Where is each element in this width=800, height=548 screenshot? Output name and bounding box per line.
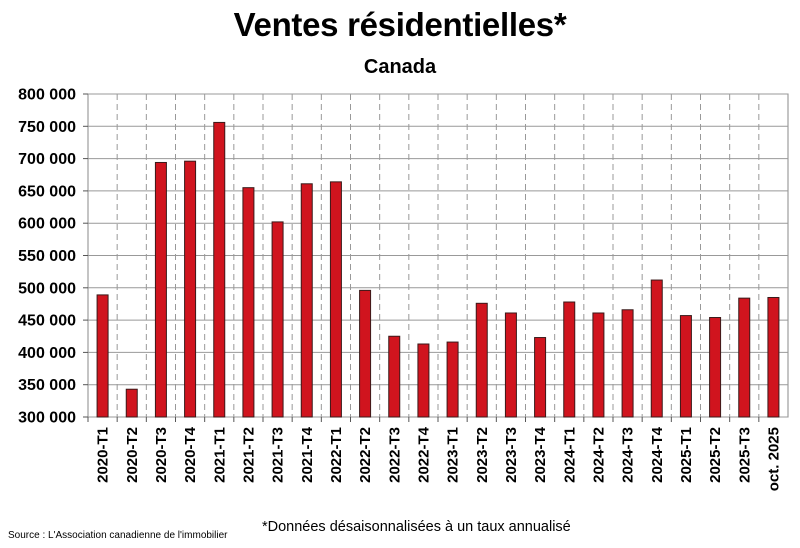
bar: [650, 279, 663, 418]
bar: [621, 309, 634, 418]
x-tick-label: 2025-T1: [678, 427, 695, 483]
y-tick-label: 800 000: [18, 87, 76, 104]
bar: [125, 388, 138, 418]
bar: [417, 343, 430, 418]
bar: [242, 187, 255, 418]
x-tick-label: 2024-T2: [590, 427, 607, 483]
bar: [388, 335, 401, 418]
bar: [184, 160, 197, 418]
bar: [709, 317, 722, 418]
x-tick-label: 2022-T2: [357, 427, 374, 483]
bar: [329, 181, 342, 418]
bar: [534, 337, 547, 418]
y-tick-label: 450 000: [18, 313, 76, 330]
x-tick-label: 2023-T3: [503, 427, 520, 483]
x-tick-label: 2025-T3: [736, 427, 753, 483]
bar: [592, 312, 605, 418]
bar: [767, 296, 780, 418]
bar: [446, 341, 459, 418]
x-tick-label: 2024-T4: [649, 426, 666, 483]
x-tick-label: 2021-T1: [211, 427, 228, 483]
x-tick-label: 2022-T3: [386, 427, 403, 483]
chart-subtitle: Canada: [363, 56, 437, 78]
x-tick-label: 2024-T3: [620, 427, 637, 483]
bar: [679, 315, 692, 418]
x-tick-label: 2021-T4: [299, 426, 316, 483]
y-tick-label: 550 000: [18, 248, 76, 265]
bar: [300, 183, 313, 418]
bar: [271, 221, 284, 418]
x-tick-label: 2020-T1: [95, 427, 112, 483]
x-tick-label: 2020-T4: [182, 426, 199, 483]
y-tick-label: 350 000: [18, 377, 76, 394]
bar: [563, 301, 576, 418]
x-tick-label: 2025-T2: [707, 427, 724, 483]
bar: [213, 121, 226, 418]
x-tick-label: 2023-T2: [474, 427, 491, 483]
x-tick-label: oct. 2025: [765, 427, 782, 491]
bar: [738, 297, 751, 418]
y-tick-label: 400 000: [18, 345, 76, 362]
y-tick-label: 750 000: [18, 119, 76, 136]
y-tick-label: 600 000: [18, 216, 76, 233]
x-tick-label: 2024-T1: [561, 427, 578, 483]
x-tick-label: 2020-T2: [124, 427, 141, 483]
x-tick-label: 2022-T1: [328, 427, 345, 483]
x-tick-label: 2023-T1: [445, 427, 462, 483]
y-tick-label: 300 000: [18, 410, 76, 427]
bar: [154, 161, 167, 418]
bar: [504, 312, 517, 418]
y-tick-label: 650 000: [18, 183, 76, 200]
bar: [96, 294, 109, 418]
x-tick-label: 2023-T4: [532, 426, 549, 483]
bar: [475, 302, 488, 418]
y-tick-label: 700 000: [18, 151, 76, 168]
footnote: *Données désaisonnalisées à un taux annu…: [262, 519, 571, 535]
x-tick-label: 2021-T3: [270, 427, 287, 483]
x-tick-label: 2022-T4: [415, 426, 432, 483]
source-note: Source : L'Association canadienne de l'i…: [8, 530, 228, 541]
chart-title: Ventes résidentielles*: [233, 6, 567, 43]
y-tick-label: 500 000: [18, 280, 76, 297]
bar: [359, 289, 372, 418]
x-tick-label: 2020-T3: [153, 427, 170, 483]
x-tick-label: 2021-T2: [240, 427, 257, 483]
